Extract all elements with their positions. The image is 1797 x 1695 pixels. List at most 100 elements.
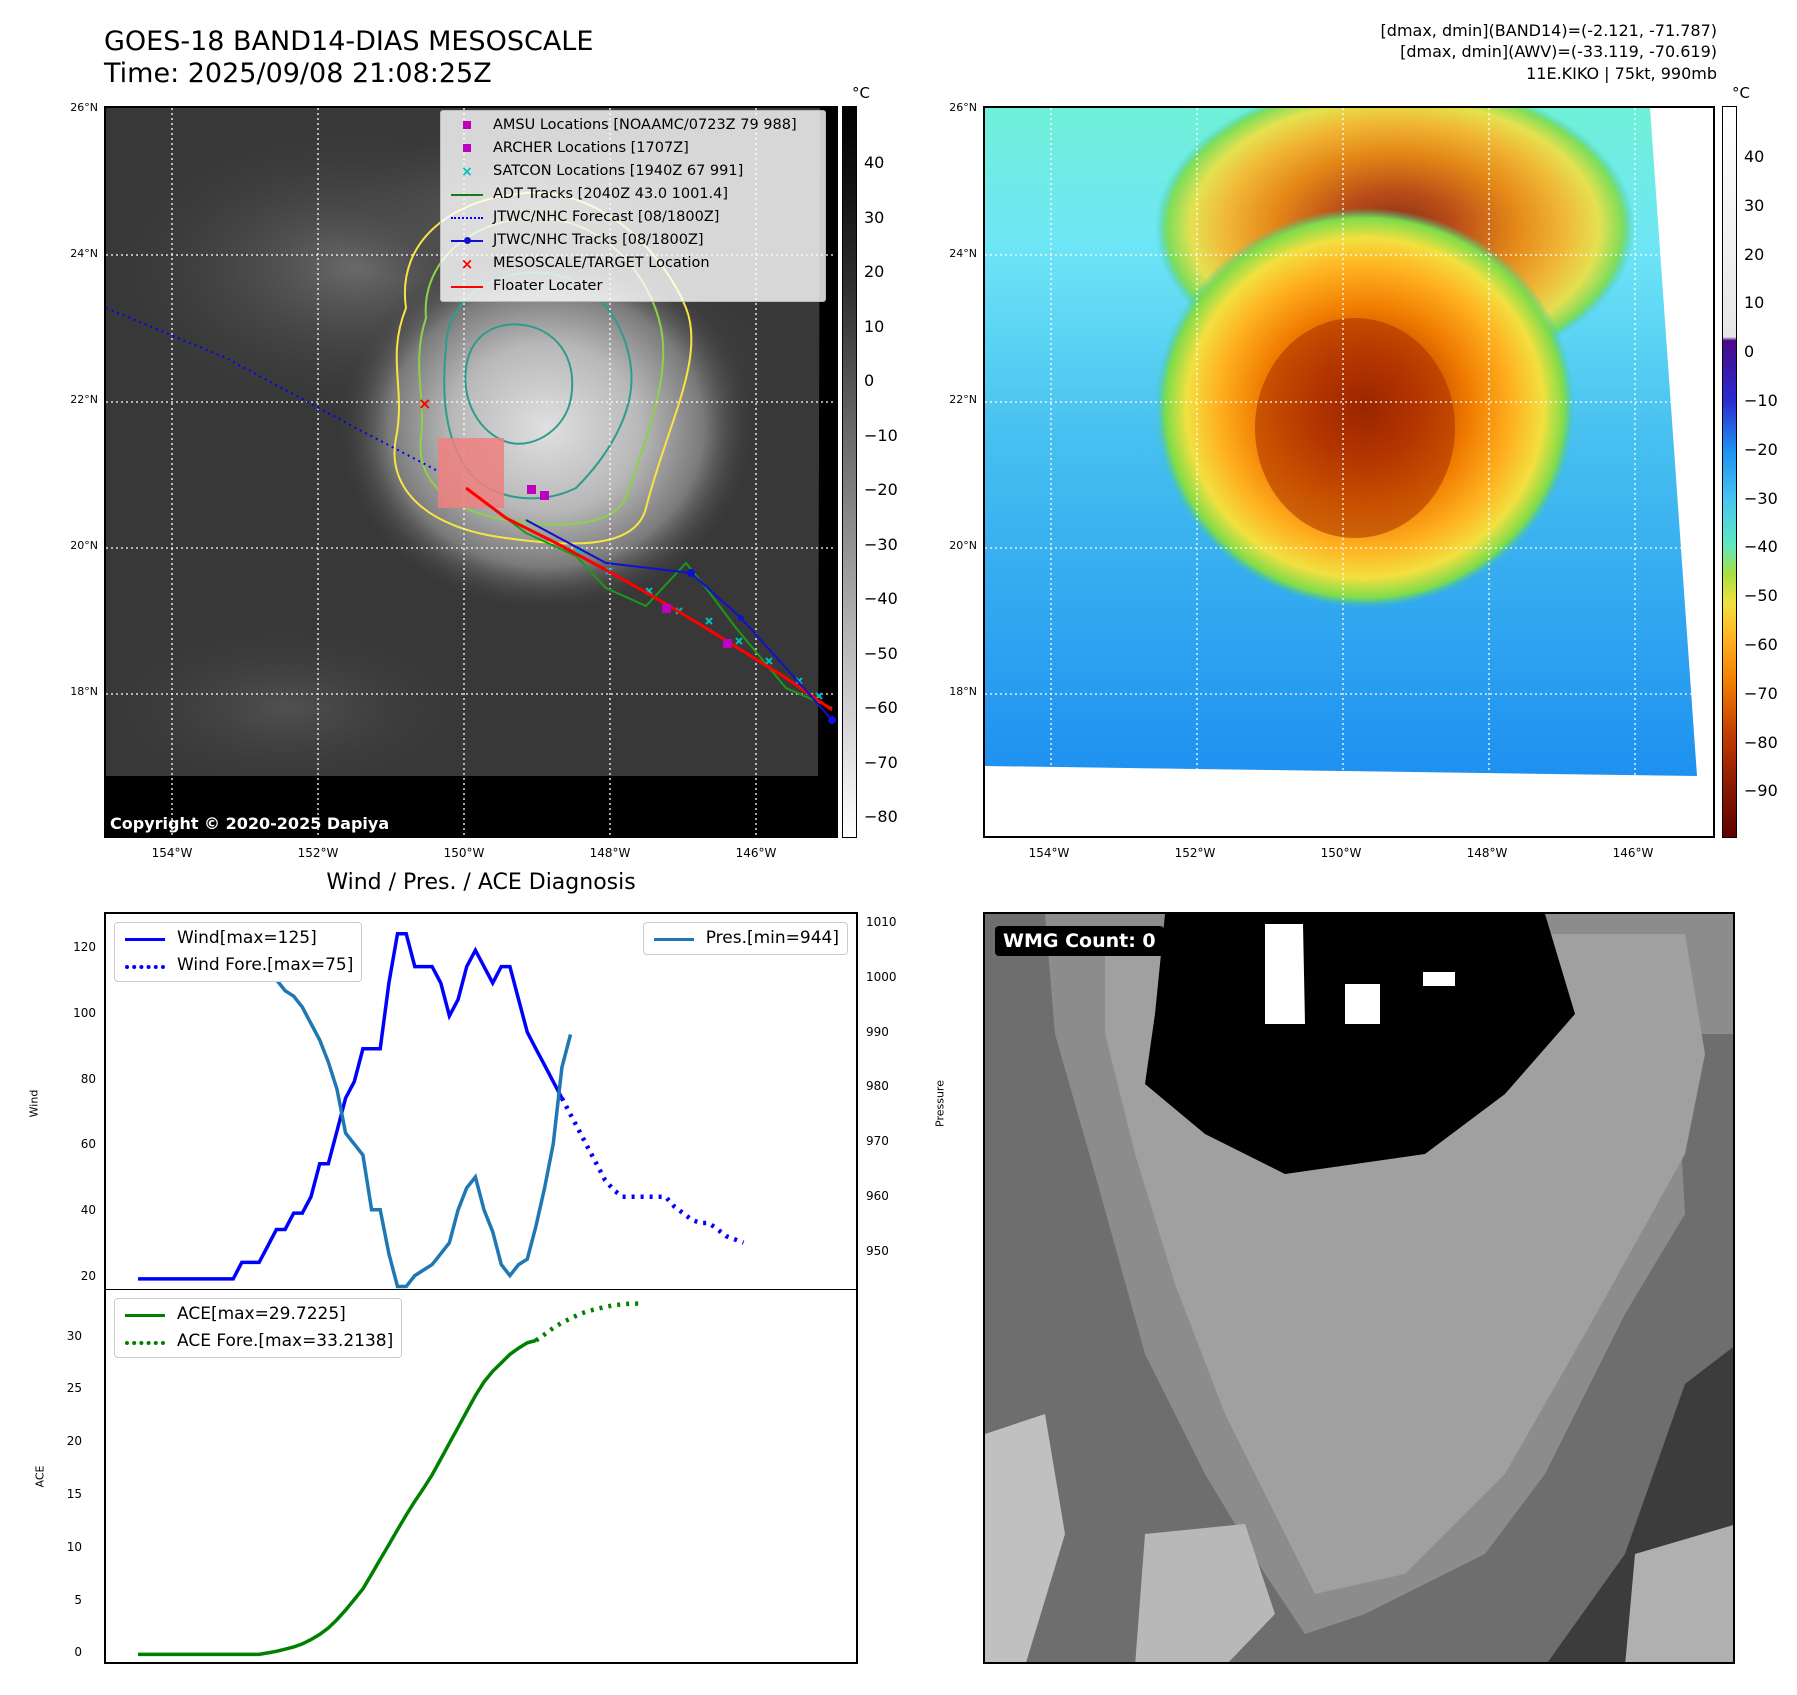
- colorbar-gray-tick: −30: [864, 534, 898, 554]
- lon-label: 150°W: [443, 846, 485, 860]
- ace-legend: ACE[max=29.7225] ACE Fore.[max=33.2138]: [114, 1298, 403, 1358]
- chart-time: Time: 2025/09/08 21:08:25Z: [104, 58, 492, 89]
- lon-label: 146°W: [1612, 846, 1654, 860]
- colorbar-gray-tick: 10: [864, 316, 885, 336]
- map-legend: AMSU Locations [NOAAMC/0723Z 79 988] ARC…: [440, 110, 826, 302]
- ir-map-panel: × AMSU Locations [NOAAMC/0723Z 79 988] A…: [104, 106, 838, 838]
- ace-series-line-0: [138, 1338, 537, 1657]
- colorbar-gray-tick: −10: [864, 425, 898, 445]
- legend-forecast: JTWC/NHC Forecast [08/1800Z]: [449, 206, 817, 229]
- ace-ytick: 30: [66, 1328, 82, 1343]
- colorbar-color-tick: −20: [1744, 439, 1778, 459]
- colorbar-color-tick: −80: [1744, 732, 1778, 752]
- wmg-image: [985, 914, 1733, 1662]
- series-line-0: [138, 931, 564, 1281]
- legend-tracks: JTWC/NHC Tracks [08/1800Z]: [449, 229, 817, 252]
- lon-label: 152°W: [297, 846, 339, 860]
- lon-label: 150°W: [1320, 846, 1362, 860]
- awv-map-grid: [985, 108, 1695, 778]
- colorbar-gray-tick: −40: [864, 589, 898, 608]
- lat-label: 18°N: [949, 685, 977, 698]
- wind-ytick: 60: [80, 1137, 96, 1152]
- colorbar-color-tick: 10: [1744, 293, 1765, 313]
- pressure-ytick: 950: [866, 1243, 889, 1258]
- lon-label: 154°W: [1028, 846, 1070, 860]
- lat-label: 20°N: [70, 539, 98, 552]
- colorbar-gray-tick: −20: [864, 480, 898, 499]
- wind-legend: Wind[max=125] Wind Fore.[max=75]: [114, 922, 363, 982]
- colorbar-color-tick: −90: [1744, 781, 1778, 801]
- floater-track: [465, 486, 833, 712]
- diagnosis-title: Wind / Pres. / ACE Diagnosis: [326, 870, 636, 895]
- lon-label: 146°W: [735, 846, 777, 860]
- colorbar-color-tick: −50: [1744, 586, 1778, 606]
- info-line-2: [dmax, dmin](AWV)=(-33.119, -70.619): [1400, 42, 1717, 61]
- ace-ytick: 5: [74, 1592, 82, 1607]
- awv-map-panel: [983, 106, 1715, 838]
- chart-title: GOES-18 BAND14-DIAS MESOSCALE: [104, 26, 594, 57]
- wind-ytick: 40: [80, 1203, 96, 1218]
- colorbar-gray-tick: −50: [864, 643, 898, 663]
- colorbar-color-tick: −70: [1744, 683, 1778, 703]
- colorbar-color-tick: −30: [1744, 488, 1778, 508]
- pressure-ytick: 960: [866, 1188, 889, 1203]
- awv-map-canvas: [985, 108, 1697, 778]
- colorbar-color-tick: 30: [1744, 195, 1765, 215]
- colorbar-gray-tick: 0: [864, 371, 875, 390]
- ace-axis-label: ACE: [33, 1465, 47, 1488]
- wind-ytick: 20: [80, 1268, 96, 1283]
- pressure-ytick: 970: [866, 1134, 889, 1149]
- floater-box: [438, 438, 504, 508]
- amsu-archer-markers: [527, 485, 732, 648]
- wmg-count-label: WMG Count: 0: [995, 926, 1164, 956]
- pressure-axis-label: Pressure: [933, 1080, 947, 1127]
- lon-label: 152°W: [1174, 846, 1216, 860]
- jtwc-track-points: [687, 569, 836, 724]
- lon-label: 148°W: [1466, 846, 1508, 860]
- pressure-ytick: 990: [866, 1024, 889, 1039]
- ace-ytick: 15: [66, 1486, 82, 1501]
- colorbar-color-unit: °C: [1732, 84, 1750, 102]
- pressure-legend: Pres.[min=944]: [642, 922, 848, 955]
- lat-label: 18°N: [70, 685, 98, 698]
- legend-ace: ACE[max=29.7225]: [123, 1301, 393, 1328]
- legend-wind: Wind[max=125]: [123, 925, 353, 952]
- legend-satcon: × SATCON Locations [1940Z 67 991]: [461, 163, 744, 180]
- colorbar-color-tick: −10: [1744, 391, 1778, 410]
- pressure-ytick: 1000: [866, 969, 897, 984]
- lat-label: 20°N: [949, 539, 977, 552]
- lon-label: 154°W: [151, 846, 193, 860]
- colorbar-color-tick: −60: [1744, 635, 1778, 654]
- ace-ytick: 20: [66, 1434, 82, 1449]
- legend-pressure: Pres.[min=944]: [652, 925, 839, 952]
- ace-ytick: 25: [66, 1381, 82, 1396]
- lon-label: 148°W: [589, 846, 631, 860]
- colorbar-color-tick: 40: [1744, 147, 1765, 166]
- jtwc-track: [525, 519, 833, 721]
- colorbar-color-tick: 0: [1744, 342, 1755, 362]
- colorbar-color: [1722, 106, 1737, 838]
- ace-series-line-1: [534, 1301, 640, 1343]
- info-line-3: 11E.KIKO | 75kt, 990mb: [1526, 64, 1717, 83]
- lat-label: 26°N: [70, 101, 98, 114]
- copyright-text: Copyright © 2020-2025 Dapiya: [110, 814, 390, 833]
- lat-label: 24°N: [70, 247, 98, 260]
- colorbar-gray-tick: −80: [864, 807, 898, 826]
- lat-label: 22°N: [949, 393, 977, 406]
- lat-label: 22°N: [70, 393, 98, 406]
- colorbar-gray-tick: 20: [864, 262, 885, 281]
- lat-label: 26°N: [949, 101, 977, 114]
- ace-chart: [138, 1301, 640, 1657]
- colorbar-gray-tick: −60: [864, 698, 898, 717]
- ace-panel: ACE[max=29.7225] ACE Fore.[max=33.2138]: [104, 1289, 858, 1664]
- wind-ytick: 100: [73, 1005, 96, 1020]
- pressure-ytick: 980: [866, 1079, 889, 1094]
- colorbar-color-tick: 20: [1744, 244, 1765, 264]
- legend-ace-forecast: ACE Fore.[max=33.2138]: [123, 1328, 393, 1355]
- legend-floater: Floater Locater: [449, 275, 817, 298]
- colorbar-gray-unit: °C: [852, 84, 870, 102]
- target-marker: ×: [418, 394, 431, 413]
- wind-pressure-panel: Wind[max=125] Wind Fore.[max=75] Pres.[m…: [104, 912, 858, 1290]
- pressure-ytick: 1010: [866, 914, 897, 929]
- colorbar-gray: [842, 106, 857, 838]
